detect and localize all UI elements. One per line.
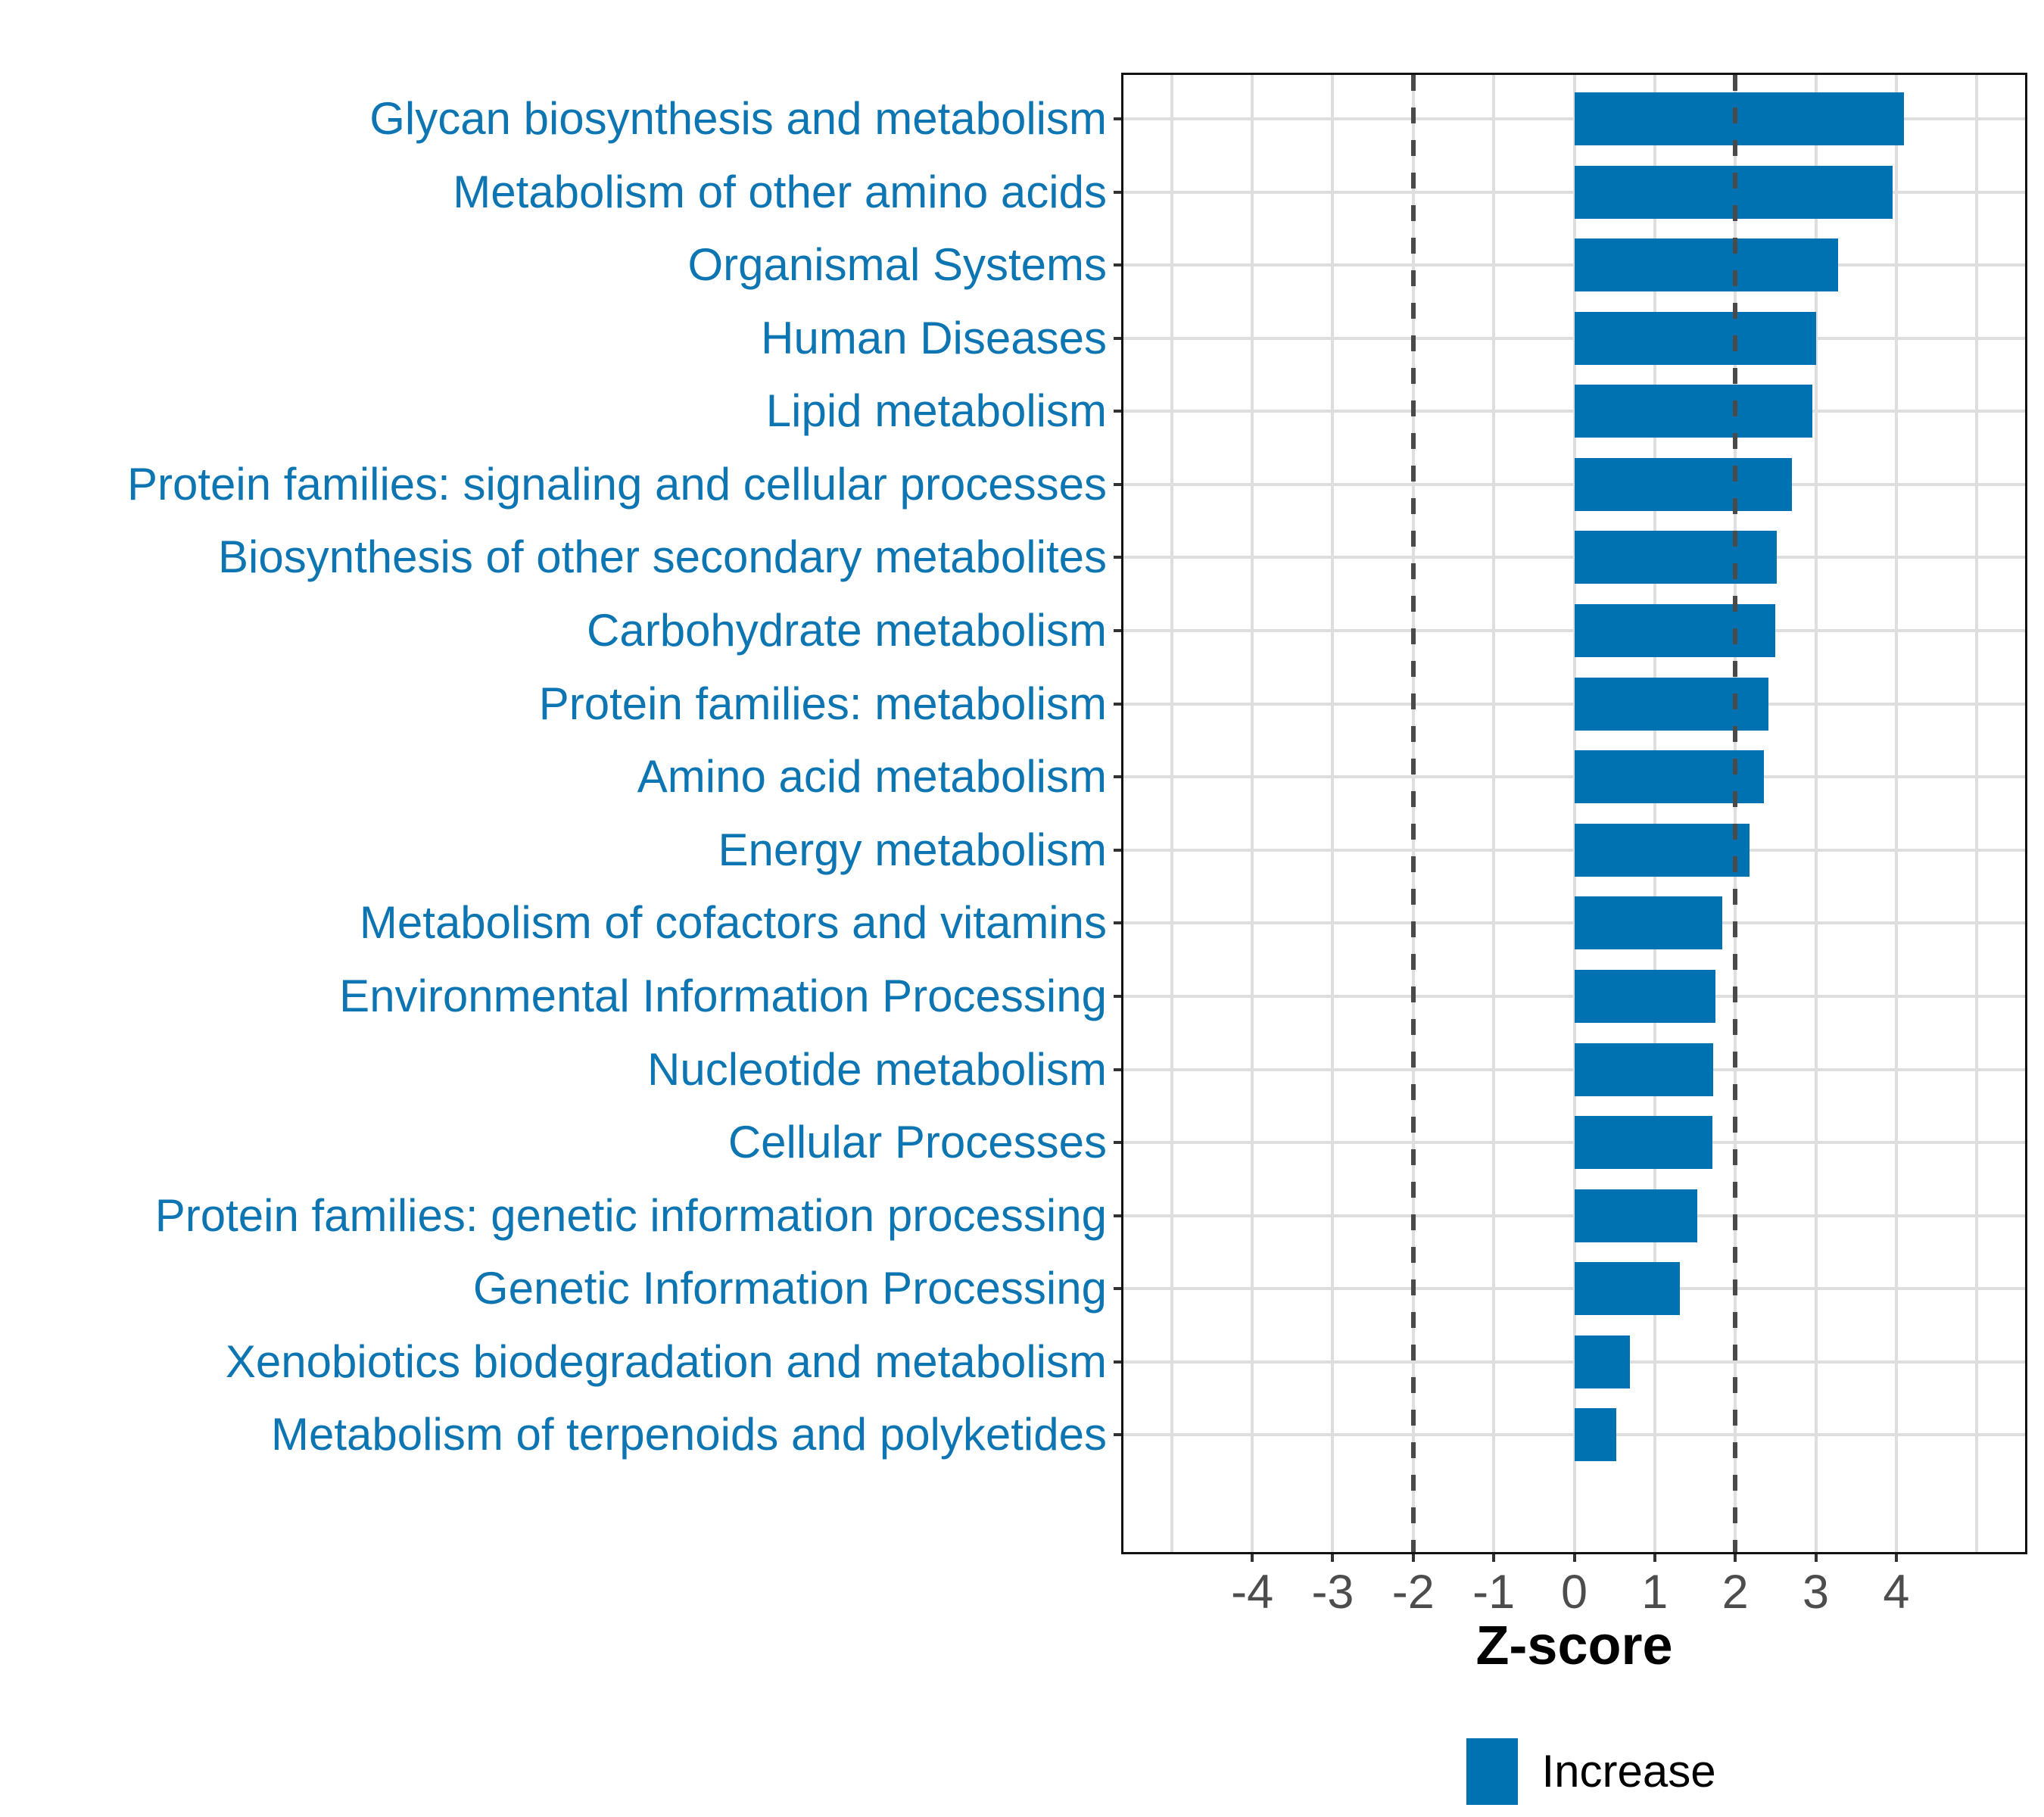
y-tick xyxy=(1114,921,1123,925)
bar xyxy=(1574,385,1813,438)
y-axis-label: Amino acid metabolism xyxy=(637,751,1107,803)
legend-label: Increase xyxy=(1541,1746,1716,1797)
bar xyxy=(1574,311,1816,365)
y-tick xyxy=(1114,336,1123,340)
x-axis-title: Z-score xyxy=(1475,1616,1673,1676)
y-axis-label: Metabolism of cofactors and vitamins xyxy=(359,897,1107,949)
y-tick xyxy=(1114,702,1123,706)
y-axis-label: Human Diseases xyxy=(761,312,1107,363)
y-tick xyxy=(1114,775,1123,779)
y-tick xyxy=(1114,190,1123,194)
reference-line-dashed xyxy=(1410,75,1416,1552)
bar xyxy=(1574,1043,1714,1096)
x-tick xyxy=(1653,1552,1656,1562)
legend-key-swatch xyxy=(1466,1738,1518,1805)
y-tick xyxy=(1114,1360,1123,1364)
y-axis-label: Xenobiotics biodegradation and metabolis… xyxy=(225,1335,1107,1387)
x-tick-label: -1 xyxy=(1472,1566,1516,1619)
x-tick xyxy=(1331,1552,1335,1562)
x-tick-label: -3 xyxy=(1311,1566,1354,1619)
legend: Increase xyxy=(1466,1738,1716,1805)
gridline-vertical xyxy=(1170,75,1173,1552)
gridline-vertical xyxy=(1975,75,1979,1552)
x-tick xyxy=(1411,1552,1415,1562)
gridline-vertical xyxy=(1894,75,1898,1552)
bar xyxy=(1574,1408,1616,1462)
y-axis-label: Protein families: metabolism xyxy=(538,678,1107,729)
y-tick xyxy=(1114,1433,1123,1437)
x-tick-label: 2 xyxy=(1722,1566,1749,1619)
bar xyxy=(1574,677,1768,731)
y-axis-label: Organismal Systems xyxy=(687,239,1107,291)
gridline-vertical xyxy=(1653,75,1656,1552)
y-axis-label: Metabolism of other amino acids xyxy=(453,166,1107,217)
y-axis-label: Protein families: signaling and cellular… xyxy=(127,458,1107,510)
x-tick-label: -2 xyxy=(1391,1566,1435,1619)
reference-line-dashed xyxy=(1733,75,1738,1552)
y-tick xyxy=(1114,410,1123,413)
x-tick-label: 4 xyxy=(1883,1566,1910,1619)
y-axis-label: Nucleotide metabolism xyxy=(647,1043,1107,1095)
bar xyxy=(1574,1335,1630,1388)
y-tick xyxy=(1114,848,1123,852)
bar xyxy=(1574,823,1750,877)
gridline-vertical xyxy=(1814,75,1818,1552)
y-axis-label: Glycan biosynthesis and metabolism xyxy=(369,92,1107,144)
bar xyxy=(1574,969,1715,1023)
bar xyxy=(1574,750,1765,804)
plot-panel xyxy=(1123,75,2025,1552)
y-tick xyxy=(1114,994,1123,998)
y-tick xyxy=(1114,556,1123,559)
y-tick xyxy=(1114,1214,1123,1217)
x-tick xyxy=(1814,1552,1818,1562)
y-axis-label: Carbohydrate metabolism xyxy=(587,605,1107,656)
bar xyxy=(1574,457,1792,511)
y-tick xyxy=(1114,1067,1123,1071)
y-tick xyxy=(1114,117,1123,120)
bar xyxy=(1574,92,1905,145)
bar xyxy=(1574,238,1839,292)
y-axis-label: Genetic Information Processing xyxy=(472,1263,1107,1314)
y-axis-label: Energy metabolism xyxy=(718,824,1107,875)
x-tick-label: -4 xyxy=(1231,1566,1274,1619)
x-tick xyxy=(1251,1552,1254,1562)
y-tick xyxy=(1114,482,1123,486)
bar xyxy=(1574,1189,1698,1242)
y-axis-label: Lipid metabolism xyxy=(765,385,1107,437)
bar xyxy=(1574,604,1776,658)
x-tick xyxy=(1734,1552,1737,1562)
x-tick xyxy=(1492,1552,1496,1562)
y-axis-label: Metabolism of terpenoids and polyketides xyxy=(271,1409,1107,1460)
y-tick xyxy=(1114,629,1123,633)
y-axis-label: Biosynthesis of other secondary metaboli… xyxy=(218,531,1107,583)
x-tick-label: 0 xyxy=(1560,1566,1588,1619)
x-tick xyxy=(1894,1552,1898,1562)
y-axis-label: Protein families: genetic information pr… xyxy=(154,1189,1107,1241)
bar xyxy=(1574,1116,1713,1170)
gridline-vertical xyxy=(1572,75,1576,1552)
bar xyxy=(1574,896,1723,950)
y-tick xyxy=(1114,263,1123,267)
y-tick xyxy=(1114,1141,1123,1145)
gridline-vertical xyxy=(1251,75,1254,1552)
x-tick xyxy=(1572,1552,1576,1562)
y-axis-label: Cellular Processes xyxy=(728,1117,1107,1168)
bar xyxy=(1574,531,1778,584)
x-tick-label: 1 xyxy=(1641,1566,1669,1619)
gridline-vertical xyxy=(1331,75,1335,1552)
x-tick-label: 3 xyxy=(1802,1566,1830,1619)
y-tick xyxy=(1114,1287,1123,1291)
y-axis-label: Environmental Information Processing xyxy=(339,970,1107,1021)
bar xyxy=(1574,1262,1680,1316)
gridline-vertical xyxy=(1492,75,1496,1552)
